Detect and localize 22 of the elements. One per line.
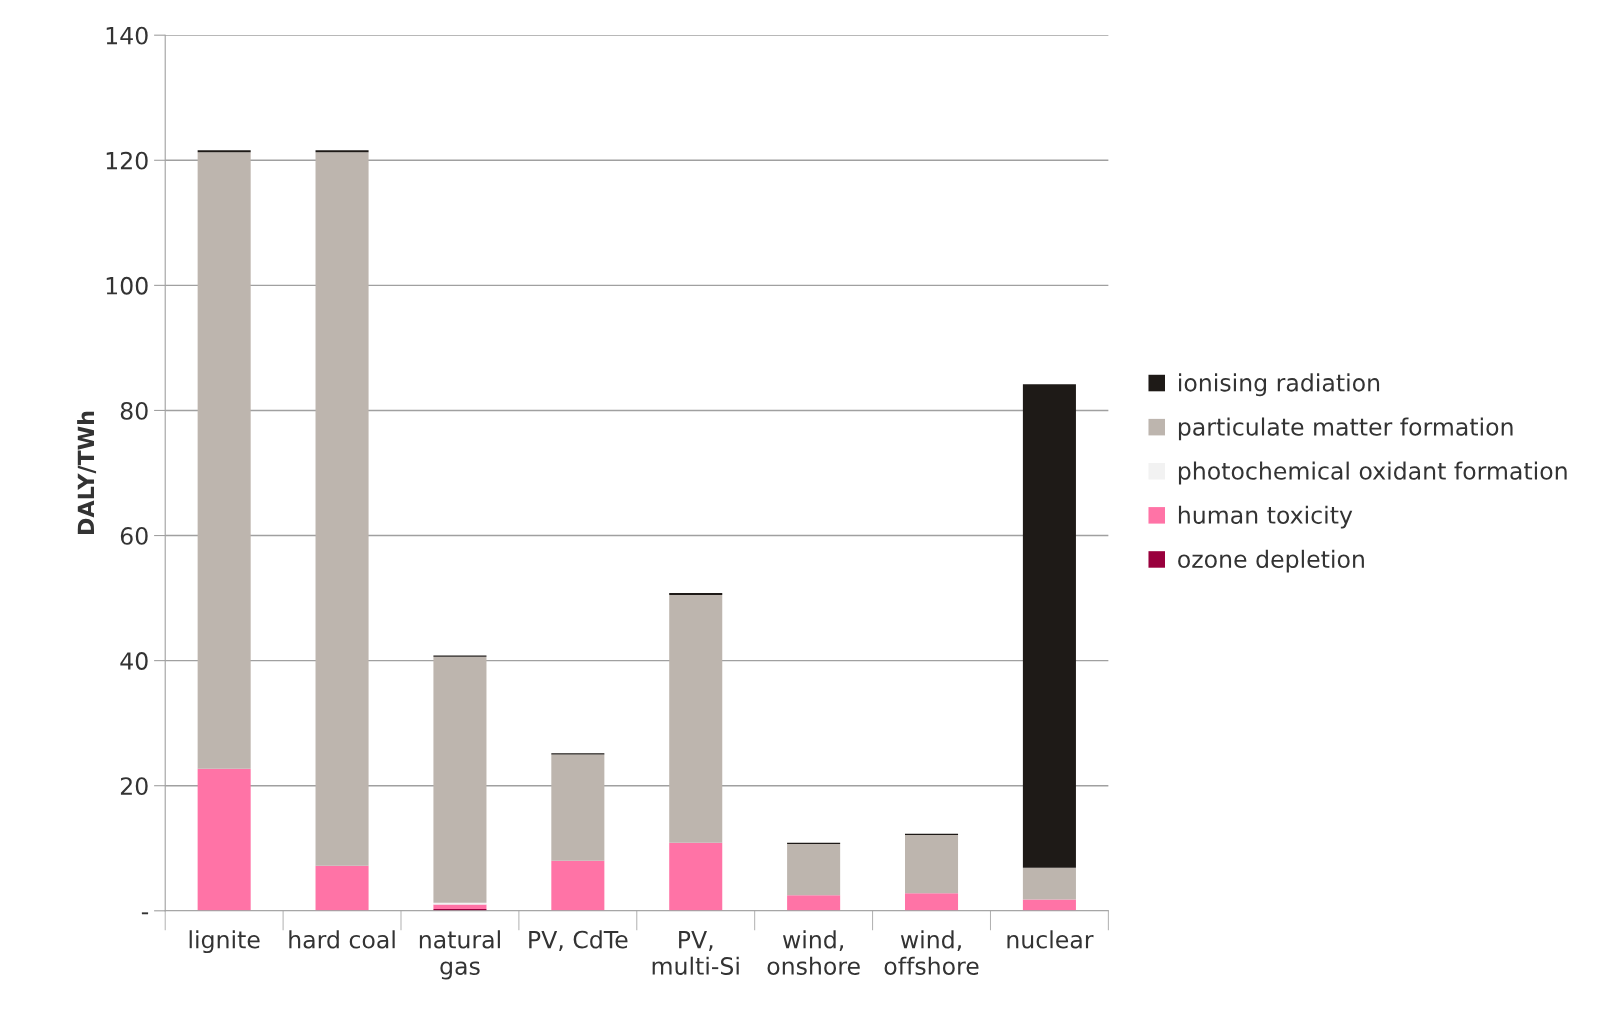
x-tick-label: nuclear — [1007, 930, 1094, 949]
y-tick-label: 60 — [120, 526, 148, 545]
x-tick-label: PV, multi-Si — [652, 930, 739, 975]
y-tick-label: 140 — [106, 26, 148, 45]
legend-label: photochemical oxidant formation — [1178, 461, 1567, 485]
x-tick-label: PV, CdTe — [529, 930, 628, 951]
x-tick-label: wind, onshore — [767, 930, 860, 975]
x-tick-label: wind, offshore — [884, 930, 979, 975]
legend-label: ozone depletion — [1178, 549, 1364, 573]
x-tick-label: lignite — [189, 930, 260, 954]
y-axis-title: DALY/TWh — [77, 411, 97, 534]
legend-label: human toxicity — [1178, 505, 1353, 529]
y-tick-label: - — [141, 912, 149, 915]
x-tick-label: hard coal — [289, 930, 395, 949]
y-tick-label: 120 — [106, 151, 148, 170]
y-tick-label: 20 — [120, 777, 148, 796]
y-tick-label: 100 — [106, 276, 148, 295]
x-tick-label: natural gas — [419, 930, 500, 980]
y-tick-label: 40 — [120, 652, 148, 670]
y-tick-label: 80 — [120, 401, 148, 420]
legend-label: ionising radiation — [1179, 373, 1380, 397]
legend-label: particulate matter formation — [1178, 417, 1513, 441]
